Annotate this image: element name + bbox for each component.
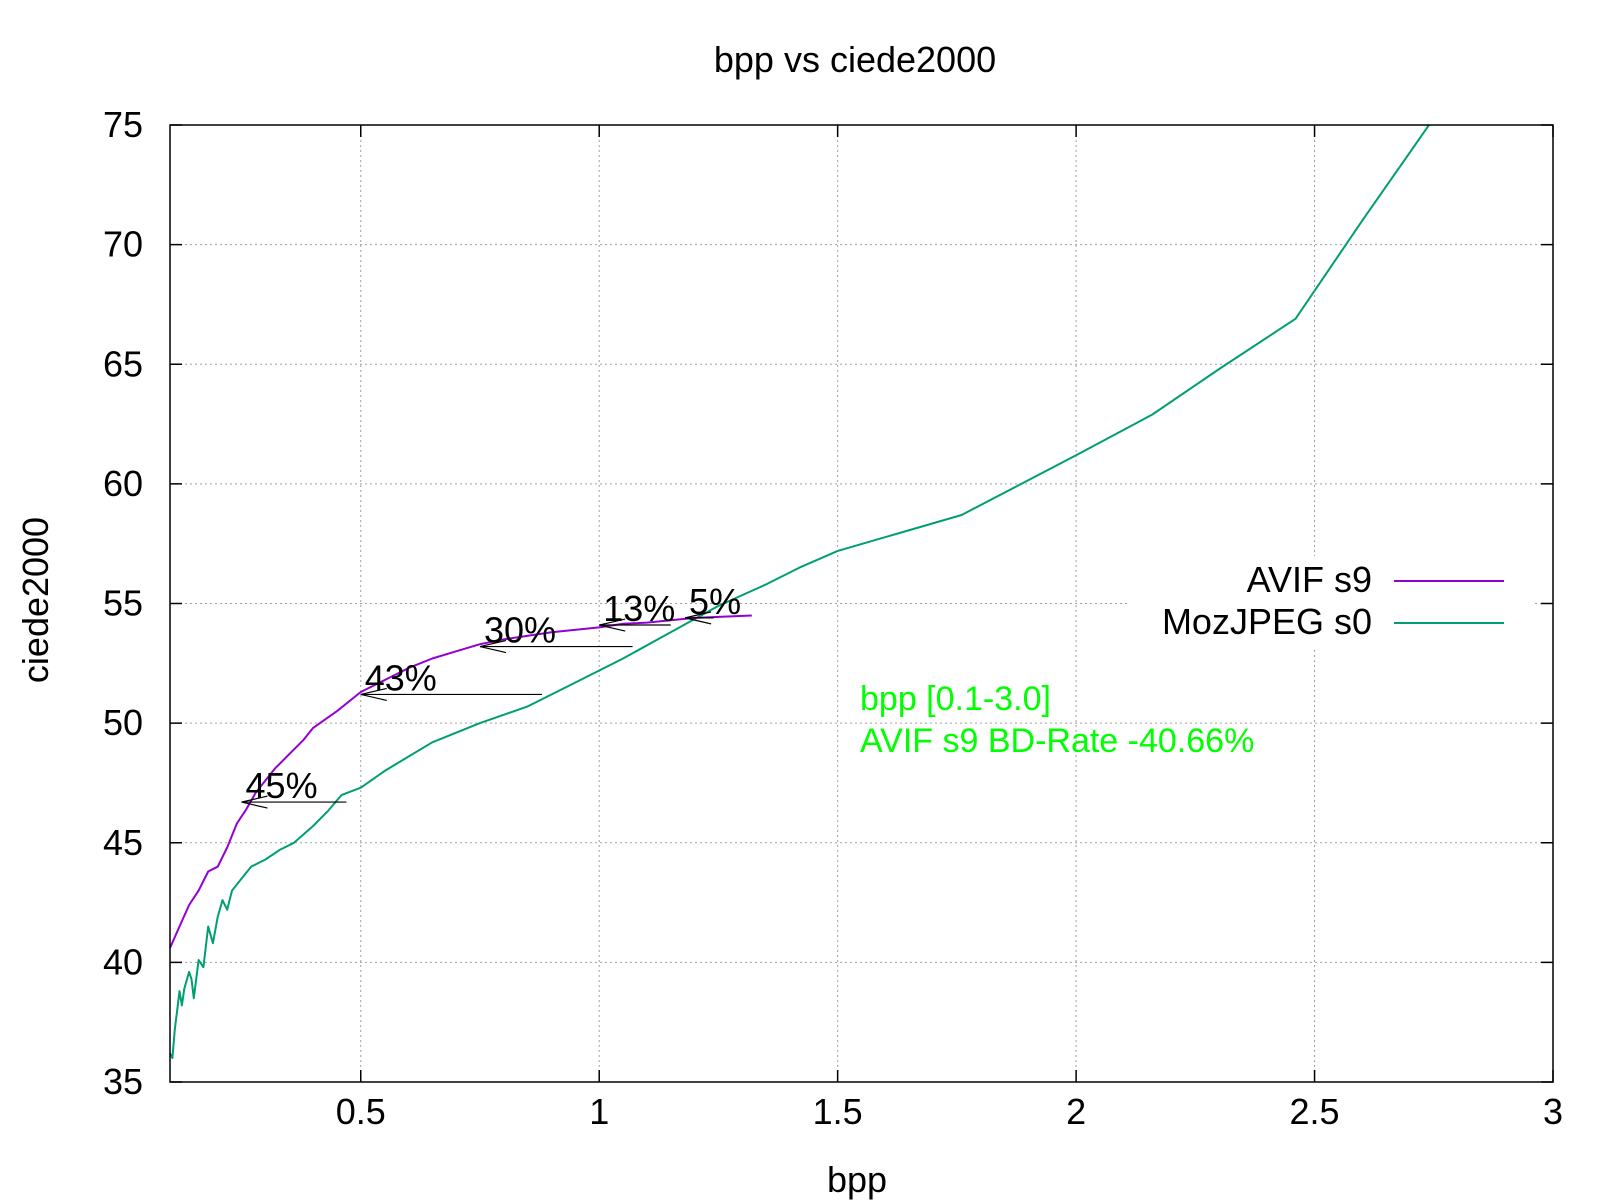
annotation-arrowhead	[241, 801, 268, 809]
series-line-mozjpeg	[169, 124, 1430, 1060]
annotation-arrowhead	[684, 611, 712, 619]
annotation-label: 43%	[365, 657, 437, 698]
annotation-arrowhead	[360, 693, 387, 701]
y-tick-label: 55	[103, 583, 143, 624]
annotation-arrowhead	[241, 795, 268, 803]
tick-layer: 0.5 1 1.5 2 2.5 3 35 40 45 50 55 60 65 70 75	[103, 104, 1563, 1132]
legend-label-avif: AVIF s9	[1247, 559, 1372, 600]
annotation-layer: 45% 43% 30% 13% 5%	[241, 581, 741, 809]
x-tick-label: 1	[589, 1091, 609, 1132]
x-tick-label: 3	[1543, 1091, 1563, 1132]
y-tick-label: 65	[103, 343, 143, 384]
annotation-label: 30%	[484, 610, 556, 651]
y-tick-label: 75	[103, 104, 143, 145]
annotation-arrowhead	[599, 624, 626, 632]
y-tick-label: 35	[103, 1061, 143, 1102]
legend-background	[1130, 556, 1532, 648]
y-tick-label: 40	[103, 941, 143, 982]
chart-title: bpp vs ciede2000	[714, 39, 996, 80]
series-layer	[169, 124, 1430, 1060]
y-tick-label: 50	[103, 702, 143, 743]
info-box: bpp [0.1-3.0] AVIF s9 BD-Rate -40.66%	[860, 680, 1254, 760]
info-line-bd-rate: AVIF s9 BD-Rate -40.66%	[860, 722, 1254, 760]
grid	[170, 125, 1553, 1082]
annotation-label: 13%	[603, 588, 675, 629]
y-tick-label: 45	[103, 822, 143, 863]
y-axis-title: ciede2000	[15, 517, 56, 683]
annotation-label: 5%	[689, 581, 741, 622]
annotation-arrowhead	[684, 617, 712, 625]
x-tick-label: 2.5	[1290, 1091, 1340, 1132]
y-tick-label: 70	[103, 224, 143, 265]
annotation-arrowhead	[360, 687, 387, 695]
annotation-arrowhead	[599, 618, 626, 626]
annotation-arrowhead	[479, 645, 507, 654]
legend: AVIF s9 MozJPEG s0	[1130, 556, 1532, 648]
y-tick-label: 60	[103, 463, 143, 504]
x-tick-label: 2	[1066, 1091, 1086, 1132]
x-axis-title: bpp	[827, 1159, 887, 1200]
x-tick-label: 1.5	[813, 1091, 863, 1132]
x-tick-label: 0.5	[336, 1091, 386, 1132]
series-line-avif	[169, 614, 752, 949]
annotation-label: 45%	[246, 765, 318, 806]
legend-label-mozjpeg: MozJPEG s0	[1162, 601, 1372, 642]
annotation-arrowhead	[479, 639, 507, 648]
info-line-range: bpp [0.1-3.0]	[860, 680, 1051, 718]
